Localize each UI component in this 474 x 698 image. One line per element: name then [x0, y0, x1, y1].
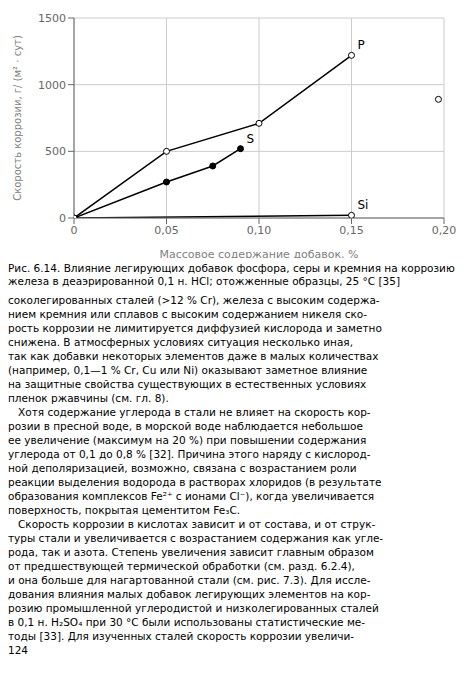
html-text:тоды [33]. Для изученных стале: тоды [33]. Для изученных сталей скорость… — [8, 630, 355, 642]
html-text:снижена. В атмосферных условия: снижена. В атмосферных условиях ситуация… — [8, 336, 353, 348]
html-text:туры стали и увеличивается с в: туры стали и увеличивается с возрастание… — [8, 532, 384, 544]
html-text:углерода от 0,1 до 0,8 % [32].: углерода от 0,1 до 0,8 % [32]. Причина э… — [8, 448, 371, 460]
svg-text:0,10: 0,10 — [247, 224, 272, 237]
svg-text:S: S — [247, 132, 255, 146]
svg-text:P: P — [358, 38, 365, 52]
svg-text:Si: Si — [358, 198, 369, 212]
html-text:Скорость коррозии в кислотах з: Скорость коррозии в кислотах зависит и о… — [8, 518, 376, 530]
html-text:от предшествующей термической: от предшествующей термической обработки … — [8, 560, 355, 572]
html-text:Рис. 6.14. Влияние легирующих: Рис. 6.14. Влияние легирующих добавок фо… — [8, 262, 455, 287]
html-text:розию промышленной углеродисто: розию промышленной углеродистой и низкол… — [8, 602, 379, 614]
svg-text:0,15: 0,15 — [339, 224, 364, 237]
html-text:(например, 0,1—1 % Cr, Cu или: (например, 0,1—1 % Cr, Cu или Ni) оказыв… — [8, 364, 368, 376]
svg-text:500: 500 — [45, 145, 66, 158]
html-text:Хотя содержание углерода в ста: Хотя содержание углерода в стали не влия… — [8, 406, 371, 418]
html-text:нием кремния или сплавов с выс: нием кремния или сплавов с высоким содер… — [8, 308, 367, 320]
html-text:поверхность, покрытая цементит: поверхность, покрытая цементитом Fe₃C. — [8, 504, 240, 516]
html-text:рода, так и азота. Степень уве: рода, так и азота. Степень увеличения за… — [8, 546, 374, 558]
html-text:и она больше для нагартованной: и она больше для нагартованной стали (см… — [8, 574, 371, 586]
html-text:на защитные свойства существую: на защитные свойства существующих в есте… — [8, 378, 367, 390]
svg-text:1500: 1500 — [38, 12, 66, 25]
html-text:ее увеличение (максимум на 20: ее увеличение (максимум на 20 %) при пов… — [8, 434, 367, 446]
html-text:соколегированных сталей (>12 %: соколегированных сталей (>12 % Cr), желе… — [8, 294, 380, 306]
svg-text:0: 0 — [71, 224, 78, 237]
svg-text:0,20: 0,20 — [432, 224, 457, 237]
html-text:ной деполяризацией, возможно,: ной деполяризацией, возможно, связана с … — [8, 462, 357, 474]
svg-text:Скорость коррозии, г/ (м² · су: Скорость коррозии, г/ (м² · сут) — [12, 35, 23, 201]
html-text:розии в пресной воде, в морско: розии в пресной воде, в морской воде наб… — [8, 420, 363, 432]
html-text:реакции выделения водорода в р: реакции выделения водорода в растворах х… — [8, 476, 382, 488]
html-text:дования влияния малых добавок: дования влияния малых добавок легирующих… — [8, 588, 371, 600]
svg-text:1000: 1000 — [38, 79, 66, 92]
html-text:рость коррозии не лимитируется: рость коррозии не лимитируется диффузией… — [8, 322, 382, 334]
html-text:124: 124 — [8, 644, 28, 656]
html-text:так как добавки некоторых элем: так как добавки некоторых элементов даже… — [8, 350, 379, 362]
html-text:в 0,1 н. H₂SO₄ при 30 °С были: в 0,1 н. H₂SO₄ при 30 °С были использова… — [8, 616, 366, 628]
svg-text:0,05: 0,05 — [154, 224, 179, 237]
svg-text:Массовое содержание добавок, %: Массовое содержание добавок, % — [159, 248, 358, 258]
svg-text:0: 0 — [59, 212, 66, 225]
html-text:образования комплексов Fe²⁺ с: образования комплексов Fe²⁺ с ионами Cl⁻… — [8, 490, 375, 502]
html-text:пленок ржавчины (см. гл. 8).: пленок ржавчины (см. гл. 8). — [8, 392, 169, 404]
